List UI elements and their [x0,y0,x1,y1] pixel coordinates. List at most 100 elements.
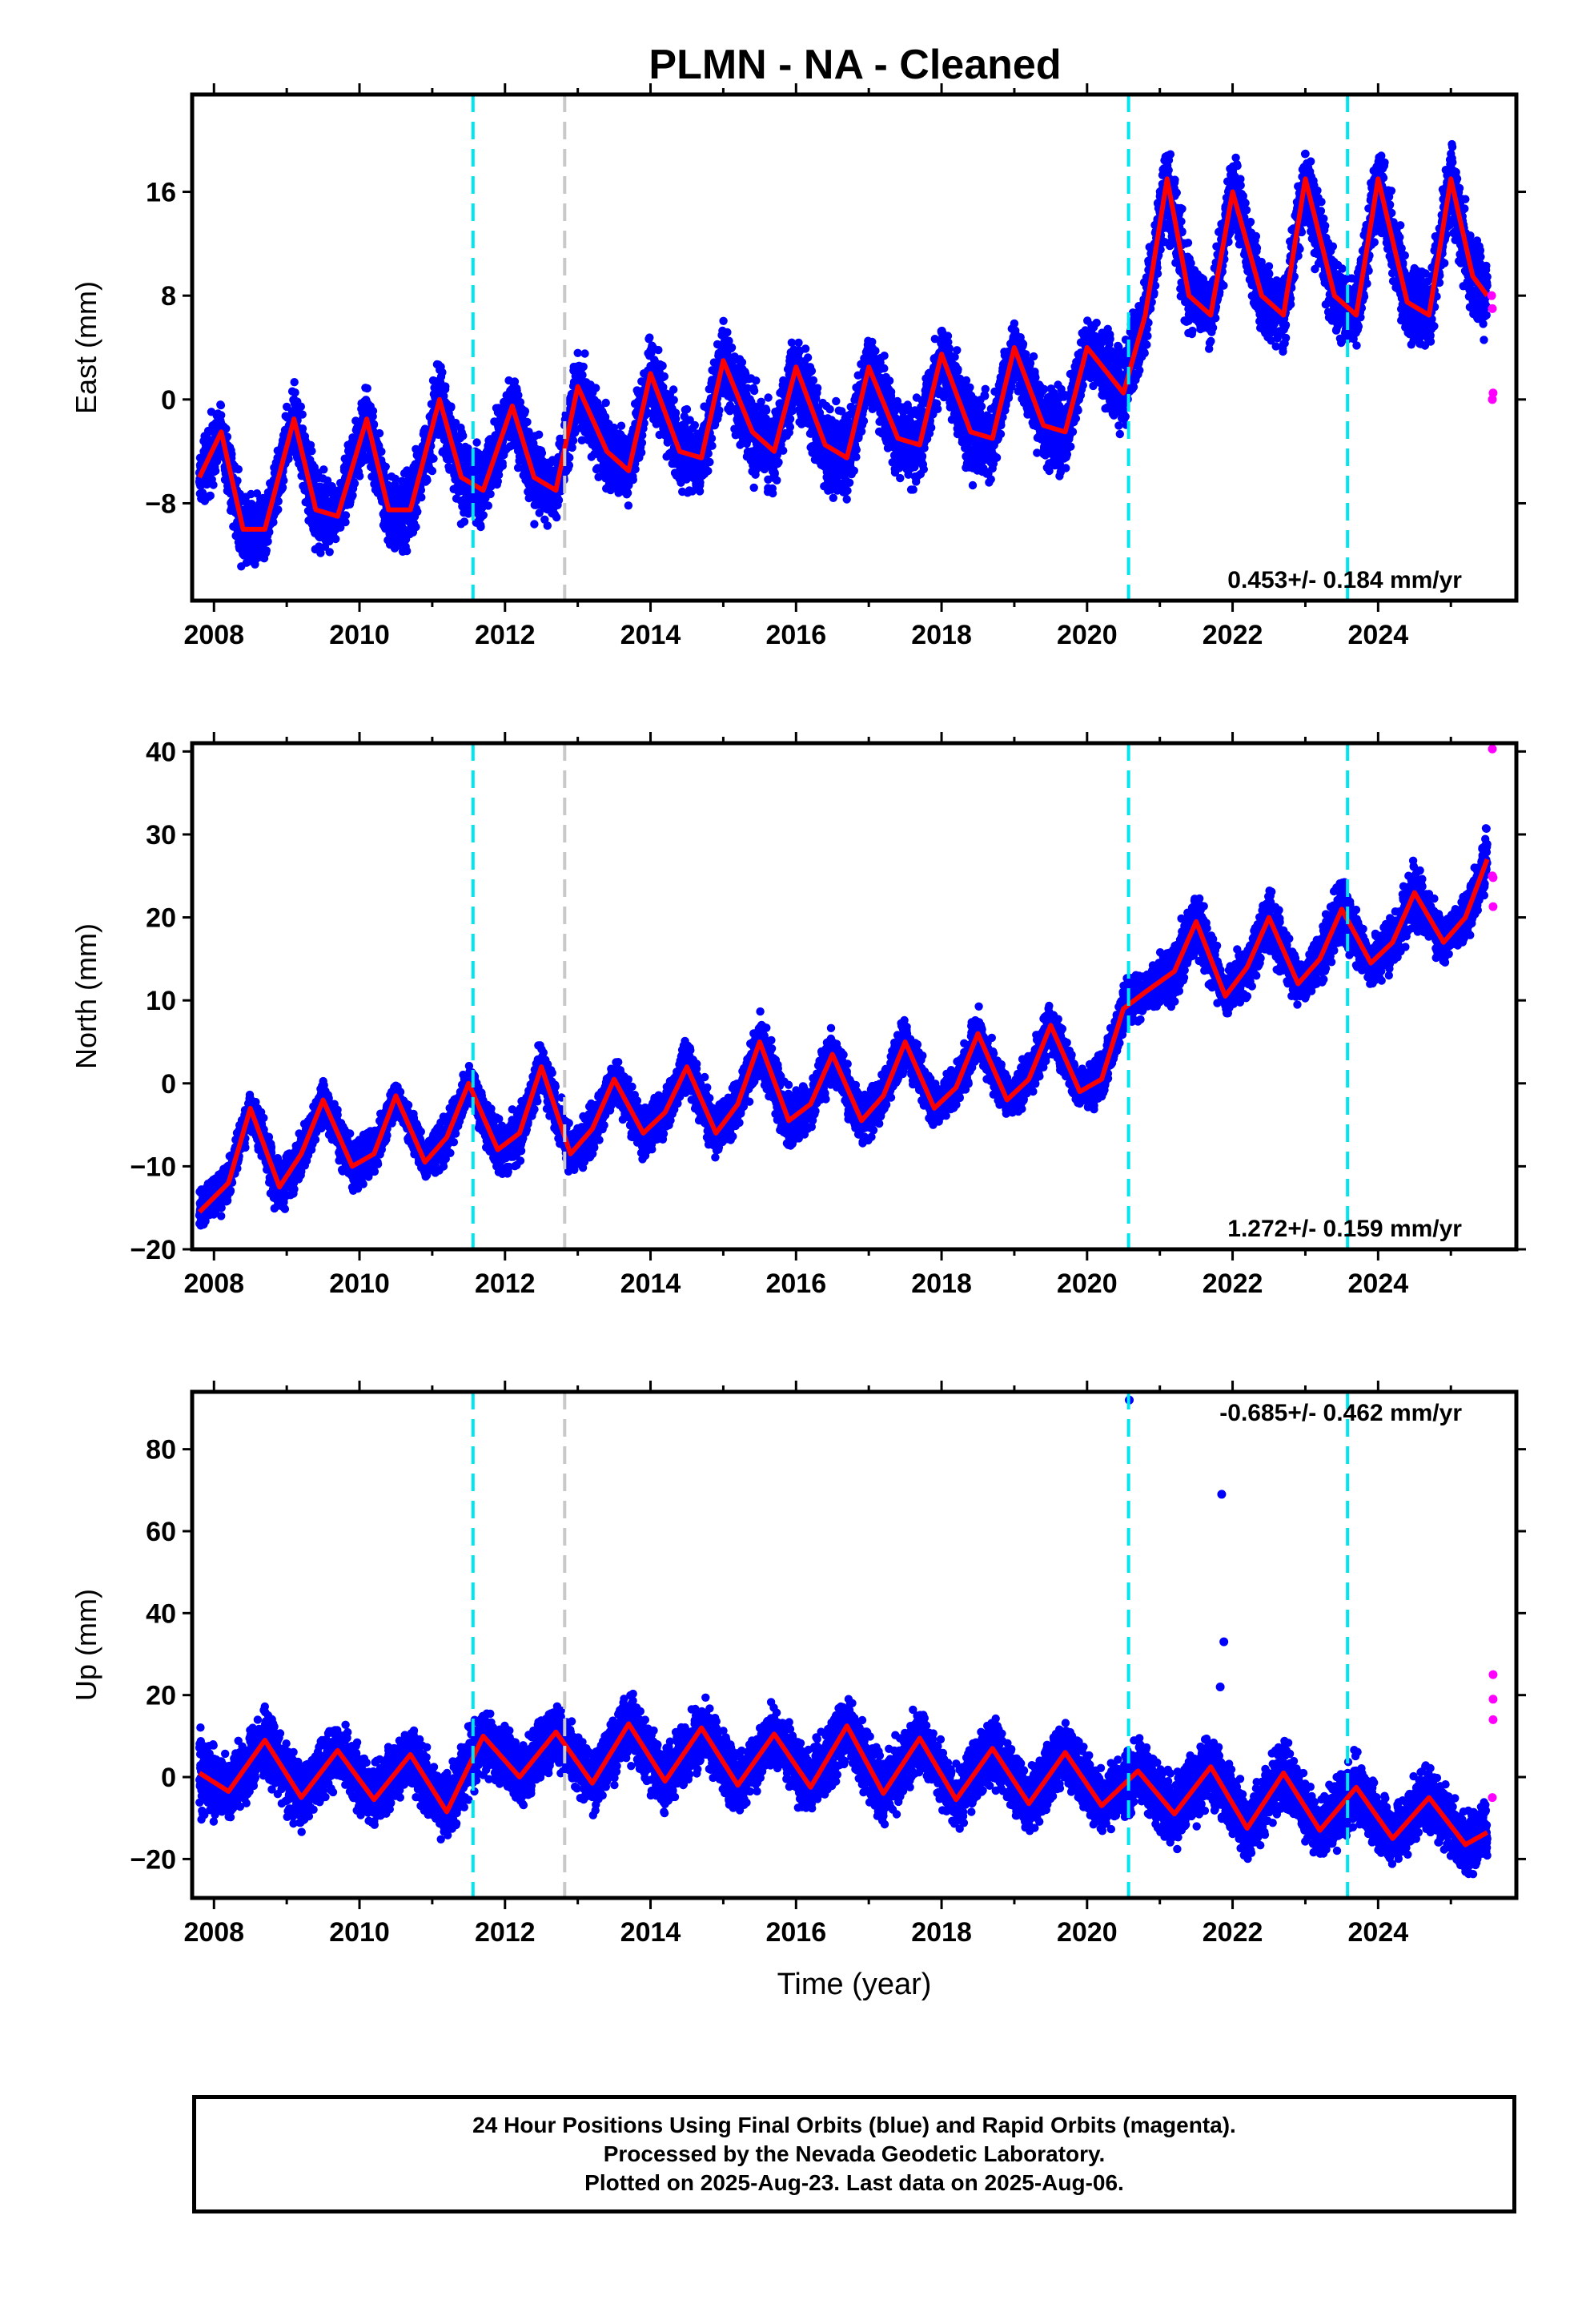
final-orbit-point [785,423,795,432]
final-orbit-point [417,493,426,502]
final-orbit-point [216,400,226,410]
final-orbit-point [719,316,728,325]
final-orbit-point [325,548,334,557]
final-orbit-point [222,424,231,433]
final-orbit-point [631,464,640,474]
final-orbit-point [307,447,316,456]
final-orbit-point [263,537,272,546]
final-orbit-point [298,410,307,419]
final-orbit-point [319,465,328,474]
final-orbit-point [217,411,226,420]
final-orbit-point [284,454,293,464]
final-orbit-point [715,406,724,415]
final-orbit-point [484,501,492,510]
final-orbit-point [290,378,299,387]
final-orbit-point [565,453,574,462]
final-orbit-point [416,485,426,495]
final-orbit-point [274,497,283,506]
final-orbit-point [447,402,456,411]
final-orbit-point [198,489,207,497]
final-orbit-point [212,457,222,466]
final-orbit-point [369,420,379,429]
final-orbit-point [234,464,243,474]
final-orbit-point [658,361,667,371]
final-orbit-point [269,518,278,527]
final-orbit-point [579,362,588,372]
final-orbit-point [211,466,220,476]
final-orbit-point [400,525,408,534]
final-orbit-point [752,376,761,385]
final-orbit-point [537,448,547,457]
final-orbit-point [708,441,717,450]
chart-title: PLMN - NA - Cleaned [648,42,1061,88]
final-orbit-point [391,474,400,483]
final-orbit-point [779,446,788,455]
final-orbit-point [278,483,287,492]
final-orbit-point [498,461,507,470]
final-orbit-point [377,447,386,456]
final-orbit-point [592,384,600,392]
final-orbit-point [209,480,218,489]
final-orbit-point [695,487,705,496]
final-orbit-point [438,368,447,377]
final-orbit-point [568,443,576,452]
final-orbit-point [348,491,357,500]
final-orbit-point [381,462,390,471]
final-orbit-point [645,333,654,342]
final-orbit-point [825,404,834,414]
final-orbit-point [341,511,351,520]
final-orbit-point [530,520,539,529]
final-orbit-point [624,501,633,510]
final-orbit-point [486,489,495,499]
final-orbit-point [682,404,692,414]
final-orbit-point [341,517,350,527]
final-orbit-point [316,549,325,557]
final-orbit-point [262,546,271,555]
final-orbit-point [315,542,323,551]
final-orbit-point [654,345,663,355]
final-orbit-point [291,388,299,397]
final-orbit-point [690,420,699,430]
final-orbit-point [227,449,236,459]
final-orbit-point [749,483,758,493]
final-orbit-point [441,382,450,391]
final-orbit-point [233,476,242,485]
final-orbit-point [773,476,781,485]
final-orbit-point [578,371,587,380]
final-orbit-point [813,384,822,392]
final-orbit-point [472,438,481,447]
final-orbit-point [479,511,488,520]
final-orbit-point [807,367,817,376]
final-orbit-point [247,489,255,499]
final-orbit-point [637,448,646,457]
final-orbit-point [428,466,437,476]
final-orbit-point [671,415,681,424]
final-orbit-point [554,496,564,505]
final-orbit-point [298,424,307,433]
final-orbit-point [206,491,215,501]
final-orbit-point [829,493,838,502]
final-orbit-point [331,534,340,544]
final-orbit-point [623,489,632,497]
final-orbit-point [520,407,530,416]
plot-area [195,94,1498,601]
final-orbit-point [323,476,332,485]
final-orbit-point [764,393,773,402]
final-orbit-point [375,428,384,438]
final-orbit-point [801,344,810,353]
final-orbit-point [774,458,783,467]
final-orbit-point [794,338,803,348]
final-orbit-point [368,407,378,416]
final-orbit-point [412,522,420,532]
final-orbit-point [476,522,485,532]
final-orbit-point [705,457,714,467]
final-orbit-point [628,475,637,485]
final-orbit-point [543,521,552,530]
final-orbit-point [580,349,589,358]
final-orbit-point [616,421,626,430]
final-orbit-point [568,436,578,445]
final-orbit-point [413,507,422,517]
final-orbit-point [274,505,283,514]
final-orbit-point [573,348,582,357]
